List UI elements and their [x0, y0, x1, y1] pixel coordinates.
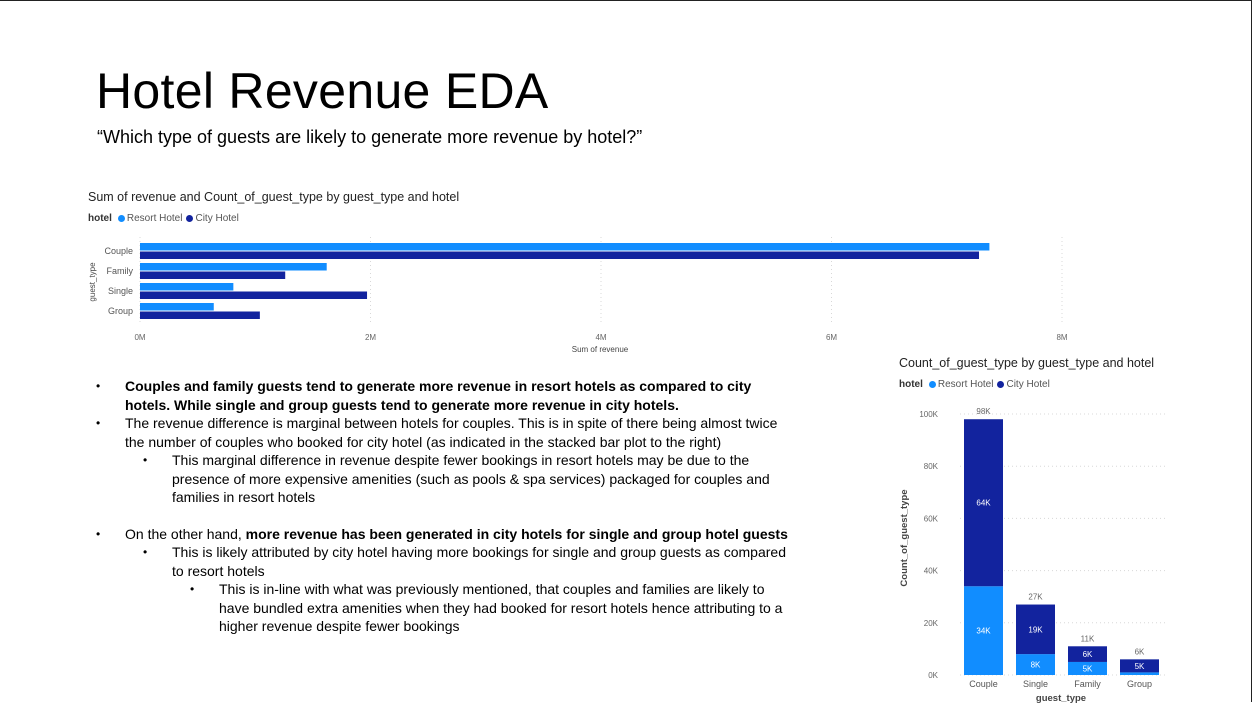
count-stacked-bar-chart: 0K 20K 40K 60K 80K 100K 34K 64K 98K Couple 8K 19K 27…	[899, 407, 1168, 704]
y-axis-title: Count_of_guest_type	[899, 489, 910, 586]
bar-city-group	[1120, 659, 1159, 673]
bar-resort-group	[1120, 672, 1159, 675]
x-category-label: Family	[1074, 679, 1101, 689]
total-data-label: 11K	[1081, 634, 1095, 643]
total-data-label: 27K	[1028, 593, 1043, 602]
slide-subtitle: “Which type of guests are likely to gene…	[97, 127, 643, 147]
total-data-label: 6K	[1135, 647, 1145, 656]
bullet-point-level-1: • The revenue difference is marginal betw…	[96, 414, 795, 451]
bullet-text: This marginal difference in revenue desp…	[172, 452, 770, 505]
bar-resort-single	[140, 283, 234, 291]
y-tick-label: 40K	[924, 567, 939, 576]
bar-resort-single	[1016, 654, 1055, 675]
x-category-label: Couple	[969, 679, 998, 689]
bullet-text: more revenue has been generated in city …	[245, 525, 788, 542]
bar-city-family	[1068, 646, 1107, 662]
y-tick-label: 80K	[924, 462, 939, 471]
revenue-bar-chart: 0M 2M 4M 6M 8M Couple Family Single Group Sum of …	[88, 237, 1068, 354]
x-tick-label: 2M	[365, 333, 376, 342]
bullet-text: The revenue difference is marginal betwe…	[125, 415, 778, 450]
y-tick-label: 20K	[924, 619, 939, 628]
bar-city-family	[140, 271, 286, 279]
y-axis-title: guest_type	[88, 262, 97, 302]
y-tick-label: 0K	[928, 671, 938, 680]
x-axis-title: Sum of revenue	[572, 345, 629, 354]
bullet-point-level-3: • This is in-line with what was previousl…	[190, 580, 795, 636]
x-category-label: Group	[1127, 679, 1152, 689]
legend-item-city: City Hotel	[186, 213, 239, 224]
legend-title: hotel	[899, 379, 923, 390]
x-tick-label: 4M	[595, 333, 606, 342]
bullet-point-level-2: • This is likely attributed by city hotel…	[143, 543, 795, 580]
bullet-icon: •	[96, 379, 101, 393]
segment-data-label: 8K	[1031, 661, 1041, 670]
bar-resort-group	[140, 303, 214, 311]
findings-notes: • Couples and family guests tend to gener…	[95, 377, 795, 636]
revenue-chart-legend: hotel Resort Hotel City Hotel	[88, 213, 243, 224]
bullet-icon: •	[143, 453, 148, 467]
legend-dot-city	[997, 381, 1005, 388]
count-chart-legend: hotel Resort Hotel City Hotel	[899, 379, 1054, 390]
x-tick-label: 0M	[134, 333, 145, 342]
legend-item-city: City Hotel	[997, 379, 1050, 390]
bar-resort-couple	[964, 586, 1003, 675]
legend-dot-resort	[117, 215, 125, 222]
bullet-icon: •	[96, 526, 101, 541]
bullet-point-level-2: • This marginal difference in revenue des…	[143, 451, 795, 507]
segment-data-label: 6K	[1083, 650, 1093, 659]
count-chart-title: Count_of_guest_type by guest_type and ho…	[899, 356, 1155, 370]
x-tick-label: 6M	[826, 333, 837, 342]
bullet-icon: •	[96, 416, 101, 430]
legend-item-resort: Resort Hotel	[928, 379, 993, 390]
legend-title: hotel	[88, 213, 112, 224]
bar-resort-family	[140, 263, 327, 271]
bar-city-group	[140, 311, 260, 319]
bullet-icon: •	[143, 545, 148, 559]
bullet-point-level-1: • Couples and family guests tend to gener…	[96, 377, 795, 414]
bullet-text: Couples and family guests tend to genera…	[125, 378, 752, 413]
segment-data-label: 19K	[1028, 625, 1043, 634]
bar-city-couple	[140, 251, 980, 259]
bar-city-single	[1016, 604, 1055, 655]
revenue-chart-title: Sum of revenue and Count_of_guest_type b…	[88, 190, 460, 204]
bar-city-single	[140, 291, 368, 299]
segment-data-label: 34K	[976, 627, 991, 636]
segment-data-label: 64K	[976, 499, 991, 508]
segment-data-label: 5K	[1135, 662, 1145, 671]
bar-resort-family	[1068, 661, 1107, 675]
bullet-text: This is in-line with what was previously…	[219, 581, 783, 634]
total-data-label: 98K	[976, 407, 991, 416]
bullet-icon: •	[190, 582, 195, 596]
legend-dot-city	[186, 215, 194, 222]
y-tick-label: 100K	[919, 410, 938, 419]
y-category-label: Single	[108, 286, 133, 296]
y-category-label: Couple	[104, 246, 133, 256]
bullet-text: On the other hand,	[125, 525, 246, 542]
slide-title: Hotel Revenue EDA	[96, 63, 549, 119]
y-tick-label: 60K	[924, 514, 939, 523]
legend-item-resort: Resort Hotel	[117, 213, 182, 224]
x-axis-title: guest_type	[1036, 693, 1086, 704]
bar-resort-couple	[140, 243, 990, 251]
bullet-point-level-1: • On the other hand, more revenue has bee…	[96, 525, 795, 544]
y-category-label: Group	[108, 306, 133, 316]
note-spacer	[95, 507, 795, 525]
segment-data-label: 5K	[1083, 664, 1093, 673]
x-category-label: Single	[1023, 679, 1048, 689]
legend-dot-resort	[928, 381, 936, 388]
x-tick-label: 8M	[1056, 333, 1067, 342]
y-category-label: Family	[107, 266, 134, 276]
bullet-text: This is likely attributed by city hotel …	[172, 544, 786, 579]
bar-city-couple	[964, 419, 1003, 587]
